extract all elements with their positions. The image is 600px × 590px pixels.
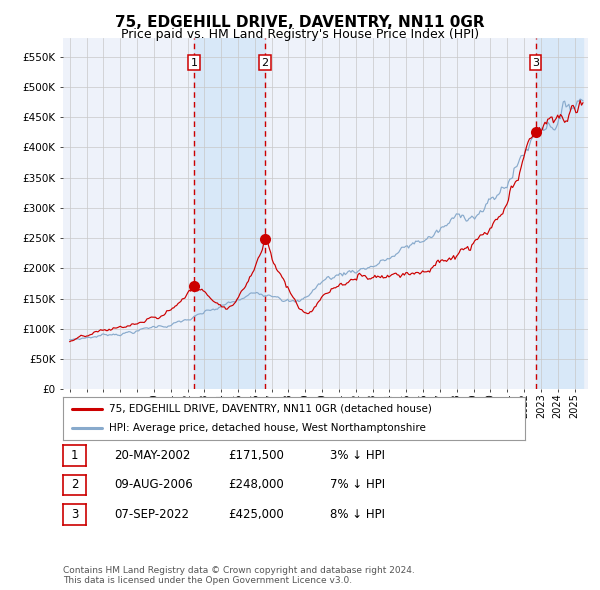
Bar [194, 38, 265, 389]
Text: 07-SEP-2022: 07-SEP-2022 [114, 508, 189, 521]
Bar [536, 38, 583, 389]
Text: 2: 2 [71, 478, 78, 491]
Text: Price paid vs. HM Land Registry's House Price Index (HPI): Price paid vs. HM Land Registry's House … [121, 28, 479, 41]
Text: 1: 1 [71, 449, 78, 462]
Text: 75, EDGEHILL DRIVE, DAVENTRY, NN11 0GR (detached house): 75, EDGEHILL DRIVE, DAVENTRY, NN11 0GR (… [109, 404, 432, 414]
Text: £171,500: £171,500 [228, 449, 284, 462]
Text: 3: 3 [71, 508, 78, 521]
Text: £248,000: £248,000 [228, 478, 284, 491]
Text: 7% ↓ HPI: 7% ↓ HPI [330, 478, 385, 491]
Text: 09-AUG-2006: 09-AUG-2006 [114, 478, 193, 491]
Text: £425,000: £425,000 [228, 508, 284, 521]
Text: HPI: Average price, detached house, West Northamptonshire: HPI: Average price, detached house, West… [109, 423, 426, 433]
Text: Contains HM Land Registry data © Crown copyright and database right 2024.
This d: Contains HM Land Registry data © Crown c… [63, 566, 415, 585]
Text: 8% ↓ HPI: 8% ↓ HPI [330, 508, 385, 521]
Text: 75, EDGEHILL DRIVE, DAVENTRY, NN11 0GR: 75, EDGEHILL DRIVE, DAVENTRY, NN11 0GR [115, 15, 485, 30]
Text: 3: 3 [532, 58, 539, 68]
Text: 1: 1 [190, 58, 197, 68]
Text: 2: 2 [262, 58, 269, 68]
Text: 20-MAY-2002: 20-MAY-2002 [114, 449, 190, 462]
Text: 3% ↓ HPI: 3% ↓ HPI [330, 449, 385, 462]
